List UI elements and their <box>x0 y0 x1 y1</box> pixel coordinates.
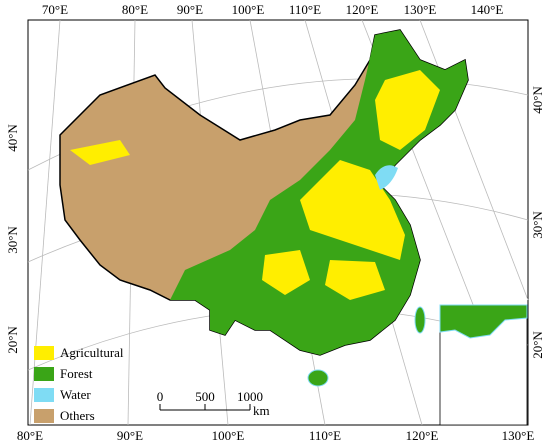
longitude-label: 120°E <box>346 2 379 17</box>
longitude-label: 110°E <box>309 428 341 443</box>
longitude-label: 70°E <box>42 2 68 17</box>
latitude-label: 40°N <box>5 124 20 152</box>
longitude-label: 80°E <box>17 428 43 443</box>
taiwan <box>414 306 426 334</box>
agri4 <box>325 260 385 300</box>
longitude-label: 130°E <box>404 2 437 17</box>
legend-swatch <box>34 388 54 402</box>
water1 <box>375 165 398 190</box>
legend-label: Agricultural <box>60 345 124 360</box>
latitude-label: 20°N <box>530 331 545 359</box>
scale-label: 0 <box>157 389 164 404</box>
agri1 <box>375 70 440 150</box>
agri3 <box>262 250 310 295</box>
longitude-label: 100°E <box>212 428 245 443</box>
legend-swatch <box>34 409 54 423</box>
scale-label: 500 <box>195 389 215 404</box>
agri5 <box>70 140 130 165</box>
legend-swatch <box>34 346 54 360</box>
longitude-label: 130°E <box>502 428 535 443</box>
scale-unit: km <box>253 403 270 418</box>
legend-swatch <box>34 367 54 381</box>
longitude-label: 90°E <box>117 428 143 443</box>
inset-land <box>439 304 528 339</box>
legend-label: Others <box>60 408 95 423</box>
latitude-label: 30°N <box>5 226 20 254</box>
scale-label: 1000 <box>237 389 263 404</box>
longitude-label: 140°E <box>471 2 504 17</box>
longitude-label: 100°E <box>232 2 265 17</box>
longitude-label: 90°E <box>177 2 203 17</box>
latitude-label: 30°N <box>530 211 545 239</box>
legend-label: Forest <box>60 366 93 381</box>
longitude-label: 80°E <box>122 2 148 17</box>
latitude-label: 20°N <box>5 326 20 354</box>
longitude-label: 110°E <box>289 2 321 17</box>
country-shape <box>59 29 469 387</box>
longitude-label: 120°E <box>406 428 439 443</box>
hainan <box>307 369 329 387</box>
legend-label: Water <box>60 387 91 402</box>
latitude-label: 40°N <box>530 86 545 114</box>
